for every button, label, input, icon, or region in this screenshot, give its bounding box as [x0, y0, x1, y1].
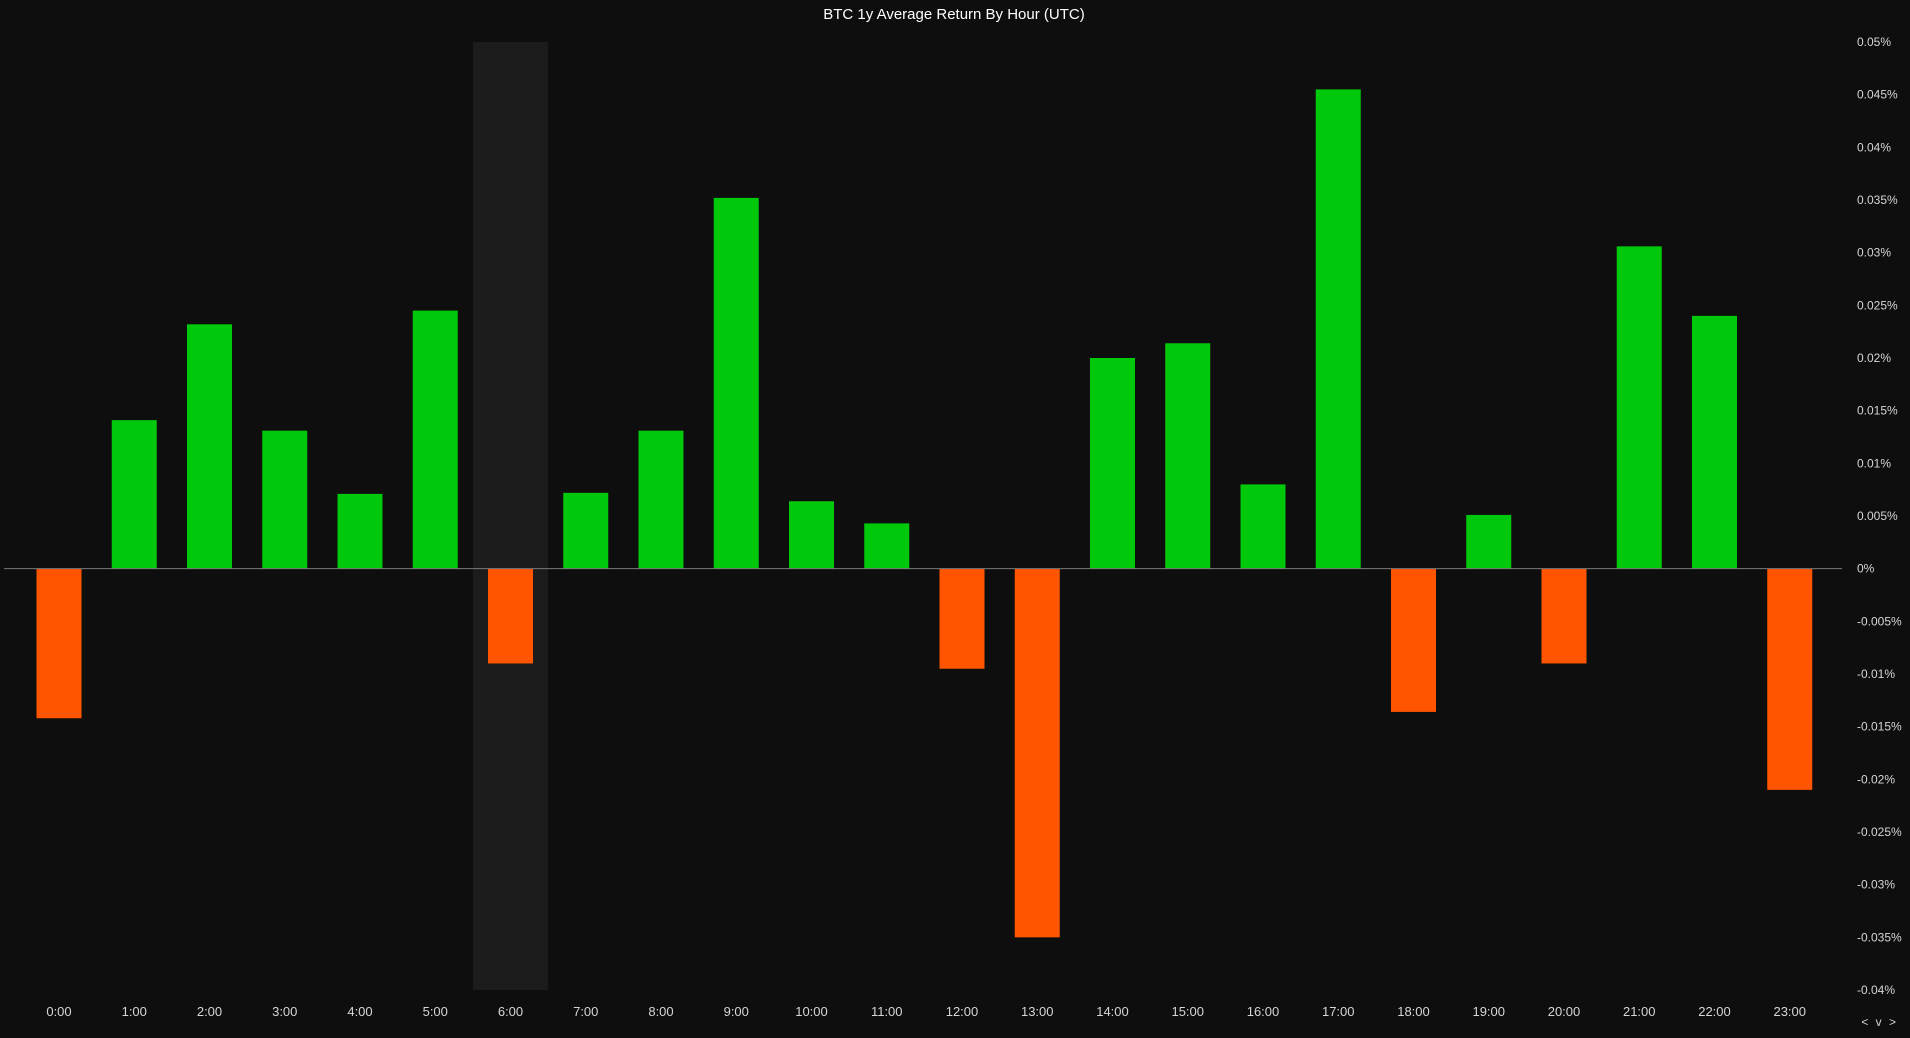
- bar-19-00[interactable]: [1466, 514, 1512, 569]
- bar-15-00[interactable]: [1165, 343, 1211, 569]
- x-tick-label: 8:00: [648, 1004, 673, 1019]
- y-tick-label: 0.04%: [1857, 140, 1891, 154]
- bar-4-00[interactable]: [337, 493, 383, 569]
- y-tick-label: -0.035%: [1857, 930, 1902, 944]
- x-tick-label: 6:00: [498, 1004, 523, 1019]
- highlight-layer: [473, 42, 548, 990]
- bar-20-00[interactable]: [1541, 568, 1587, 664]
- bar-18-00[interactable]: [1391, 568, 1436, 712]
- y-tick-label: -0.01%: [1857, 667, 1895, 681]
- y-tick-label: -0.04%: [1857, 983, 1895, 997]
- y-tick-label: -0.02%: [1857, 772, 1895, 786]
- x-tick-label: 18:00: [1397, 1004, 1430, 1019]
- y-tick-label: 0.025%: [1857, 298, 1898, 312]
- x-tick-label: 16:00: [1247, 1004, 1280, 1019]
- x-tick-label: 12:00: [946, 1004, 979, 1019]
- bar-2-00[interactable]: [187, 324, 232, 569]
- x-tick-label: 0:00: [46, 1004, 71, 1019]
- bars-layer: [36, 89, 1813, 938]
- y-tick-label: 0.05%: [1857, 35, 1891, 49]
- x-tick-label: 13:00: [1021, 1004, 1054, 1019]
- x-tick-label: 10:00: [795, 1004, 828, 1019]
- bar-10-00[interactable]: [789, 501, 834, 569]
- bar-16-00[interactable]: [1240, 484, 1286, 569]
- y-tick-label: 0.02%: [1857, 351, 1891, 365]
- bar-8-00[interactable]: [638, 430, 684, 569]
- bar-6-00[interactable]: [488, 568, 533, 664]
- x-axis-tick-labels: 0:00 1:00 2:00 3:00 4:00 5:00 6:00 7:00 8:00 9:00…: [46, 1004, 1806, 1019]
- y-tick-label: 0.035%: [1857, 193, 1898, 207]
- y-tick-label: 0.01%: [1857, 456, 1891, 470]
- x-tick-label: 20:00: [1548, 1004, 1581, 1019]
- bar-13-00[interactable]: [1014, 568, 1060, 938]
- x-tick-label: 11:00: [871, 1004, 903, 1019]
- y-tick-label: 0%: [1857, 562, 1875, 576]
- x-tick-label: 17:00: [1322, 1004, 1355, 1019]
- bar-22-00[interactable]: [1692, 315, 1737, 569]
- bar-1-00[interactable]: [111, 420, 157, 569]
- x-tick-label: 2:00: [197, 1004, 222, 1019]
- bar-3-00[interactable]: [262, 430, 308, 569]
- bar-12-00[interactable]: [939, 568, 985, 669]
- y-tick-label: 0.03%: [1857, 246, 1891, 260]
- bar-23-00[interactable]: [1767, 568, 1813, 790]
- bar-17-00[interactable]: [1315, 89, 1361, 569]
- y-tick-label: -0.03%: [1857, 878, 1895, 892]
- y-tick-label: -0.005%: [1857, 614, 1902, 628]
- x-tick-label: 22:00: [1698, 1004, 1731, 1019]
- x-tick-label: 14:00: [1096, 1004, 1129, 1019]
- bar-21-00[interactable]: [1616, 246, 1662, 569]
- bar-9-00[interactable]: [713, 197, 759, 569]
- bar-5-00[interactable]: [412, 310, 458, 569]
- y-tick-label: -0.025%: [1857, 825, 1902, 839]
- bar-11-00[interactable]: [864, 523, 910, 569]
- hover-highlight-band: [473, 42, 548, 990]
- x-tick-label: 23:00: [1773, 1004, 1806, 1019]
- y-tick-label: -0.015%: [1857, 720, 1902, 734]
- y-tick-label: 0.005%: [1857, 509, 1898, 523]
- x-tick-label: 7:00: [573, 1004, 598, 1019]
- bar-0-00[interactable]: [36, 568, 82, 719]
- y-axis-tick-labels: 0.05% 0.045% 0.04% 0.035% 0.03% 0.025% 0.02% 0.…: [1857, 35, 1902, 997]
- x-tick-label: 15:00: [1171, 1004, 1204, 1019]
- x-tick-label: 3:00: [272, 1004, 297, 1019]
- x-tick-label: 5:00: [423, 1004, 448, 1019]
- x-tick-label: 9:00: [724, 1004, 749, 1019]
- y-tick-label: 0.015%: [1857, 404, 1898, 418]
- bar-14-00[interactable]: [1090, 358, 1135, 569]
- bar-7-00[interactable]: [563, 492, 609, 569]
- chart-title: BTC 1y Average Return By Hour (UTC): [823, 6, 1084, 23]
- x-tick-label: 21:00: [1623, 1004, 1656, 1019]
- y-tick-label: 0.045%: [1857, 88, 1898, 102]
- x-tick-label: 19:00: [1472, 1004, 1505, 1019]
- chart-nav-controls[interactable]: < v >: [1861, 1015, 1898, 1029]
- x-tick-label: 1:00: [122, 1004, 147, 1019]
- x-tick-label: 4:00: [347, 1004, 372, 1019]
